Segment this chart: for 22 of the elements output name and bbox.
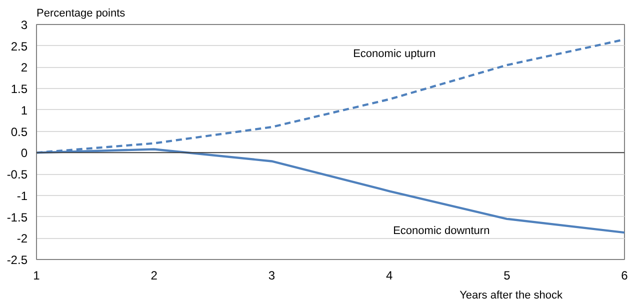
x-tick-label: 5 (504, 268, 511, 282)
y-tick-label: 2.5 (10, 39, 28, 54)
y-axis-title: Percentage points (36, 8, 126, 20)
x-tick-label: 1 (33, 268, 40, 282)
y-tick-label: 3 (20, 18, 28, 32)
y-tick-label: 0 (20, 146, 28, 160)
y-tick-label: 0.5 (10, 124, 28, 139)
x-axis-title: Years after the shock (460, 290, 563, 302)
x-tick-label: 4 (386, 268, 393, 282)
y-tick-label: -0.5 (6, 168, 28, 182)
x-tick-label: 6 (621, 268, 628, 282)
y-tick-label: 2 (20, 60, 28, 75)
y-tick-label: -2.5 (6, 253, 28, 267)
series-label: Economic downturn (393, 225, 490, 238)
y-tick-label: 1.5 (10, 82, 28, 96)
y-tick-label: -1.5 (6, 210, 28, 224)
x-tick-label: 3 (268, 268, 276, 282)
x-tick-label: 2 (150, 268, 158, 282)
text: Economic upturn (353, 48, 436, 60)
y-tick-label: -1 (16, 188, 28, 203)
y-tick-label: 1 (20, 103, 28, 118)
y-tick-label: -2 (16, 232, 28, 246)
